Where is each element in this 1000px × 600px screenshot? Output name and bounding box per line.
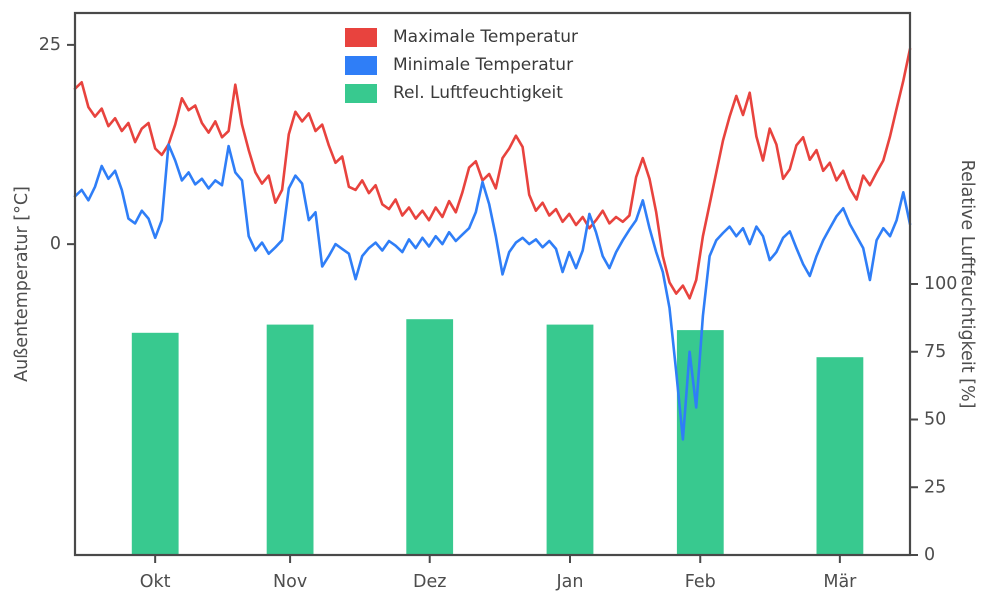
x-tick-label: Dez [413, 572, 446, 592]
y-tick-label-left: 0 [50, 234, 61, 254]
legend-label-rel-humidity: Rel. Luftfeuchtigkeit [393, 83, 563, 103]
humidity-bar [546, 324, 594, 555]
y-tick-label-right: 25 [924, 477, 946, 497]
y-tick-label-right: 100 [924, 274, 957, 294]
max-temp-line [73, 47, 912, 300]
max-temperature-swatch-icon [345, 27, 377, 47]
y-tick-label-right: 50 [924, 410, 946, 430]
humidity-bar [816, 357, 864, 555]
y-tick-label-right: 75 [924, 342, 946, 362]
humidity-bar [266, 324, 314, 555]
y-tick-label-right: 0 [924, 545, 935, 565]
x-tick-label: Nov [273, 572, 307, 592]
legend-item-max-temperature: Maximale Temperatur [345, 27, 578, 47]
left-axis-label: Außentemperatur [°C] [12, 186, 32, 382]
humidity-bar [406, 319, 454, 555]
x-tick-label: Jan [555, 572, 583, 592]
x-tick-label: Okt [140, 572, 171, 592]
y-tick-label-left: 25 [39, 35, 61, 55]
x-tick-label: Feb [685, 572, 716, 592]
min-temp-line [73, 143, 912, 441]
legend-label-min-temperature: Minimale Temperatur [393, 55, 574, 75]
min-temperature-swatch-icon [345, 55, 377, 75]
legend-item-min-temperature: Minimale Temperatur [345, 55, 578, 75]
legend: Maximale Temperatur Minimale Temperatur … [345, 27, 578, 103]
humidity-bar [131, 332, 179, 555]
right-axis-label: Relative Luftfeuchtigkeit [%] [957, 159, 977, 409]
x-tick-label: Mär [823, 572, 857, 592]
rel-humidity-swatch-icon [345, 83, 377, 103]
legend-item-rel-humidity: Rel. Luftfeuchtigkeit [345, 83, 578, 103]
legend-label-max-temperature: Maximale Temperatur [393, 27, 579, 47]
